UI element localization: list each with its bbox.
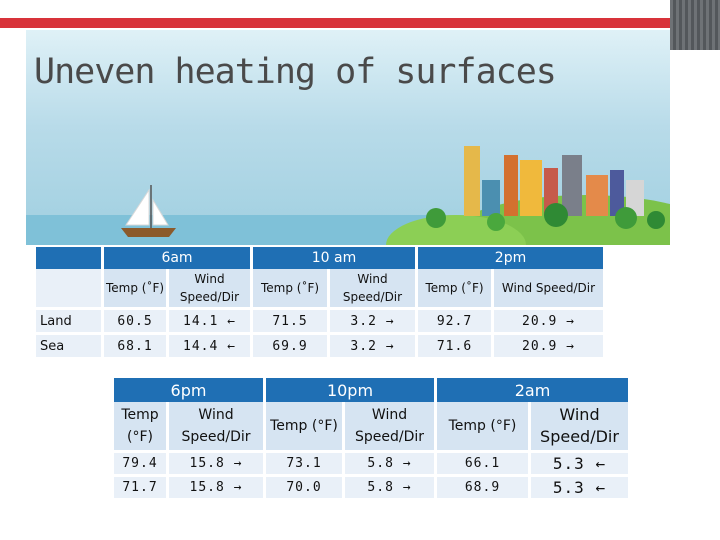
time-header-6am: 6am [104,247,253,269]
table-row-land: Land 60.5 14.1 ← 71.5 3.2 → 92.7 20.9 → [36,310,606,335]
table-cell: 68.9 [437,477,531,501]
city-skyline-icon [464,146,644,216]
subheader-wind: Wind Speed/Dir [345,402,437,453]
subheader-temp: Temp (˚F) [253,269,330,310]
time-header-2pm: 2pm [418,247,606,269]
evening-night-table: 6pm 10pm 2am Temp (°F) Wind Speed/Dir Te… [114,378,631,501]
table-cell: 15.8 → [169,477,266,501]
subheader-wind: Wind Speed/Dir [330,269,418,310]
subheader-temp: Temp (˚F) [104,269,169,310]
table-cell: 14.1 ← [169,310,253,335]
table-cell: 5.3 ← [531,477,631,501]
table-cell: 71.5 [253,310,330,335]
top-frame [0,0,720,18]
subheader-temp: Temp (˚F) [418,269,494,310]
subheader-empty-cell [36,269,104,310]
table-cell: 79.4 [114,453,169,477]
subheader-row: Temp (˚F) Wind Speed/Dir Temp (˚F) Wind … [36,269,606,310]
table-cell: 5.8 → [345,477,437,501]
tree-icon [426,203,665,231]
header-empty-cell [36,247,104,269]
subheader-wind: Wind Speed/Dir [169,269,253,310]
row-label-sea: Sea [36,335,104,360]
table-cell: 20.9 → [494,335,606,360]
table-cell: 66.1 [437,453,531,477]
coast-illustration [26,30,720,285]
subheader-wind: Wind Speed/Dir [169,402,266,453]
table-cell: 5.3 ← [531,453,631,477]
corner-decoration [670,0,720,50]
table-cell: 14.4 ← [169,335,253,360]
table-cell: 60.5 [104,310,169,335]
subheader-wind: Wind Speed/Dir [531,402,631,453]
table-cell: 5.8 → [345,453,437,477]
table-row: 71.7 15.8 → 70.0 5.8 → 68.9 5.3 ← [114,477,631,501]
table-cell: 69.9 [253,335,330,360]
table-cell: 71.7 [114,477,169,501]
accent-bar [0,18,720,28]
table-row-sea: Sea 68.1 14.4 ← 69.9 3.2 → 71.6 20.9 → [36,335,606,360]
time-header-2am: 2am [437,378,631,402]
table-cell: 15.8 → [169,453,266,477]
time-header-row: 6pm 10pm 2am [114,378,631,402]
time-header-10am: 10 am [253,247,418,269]
subheader-wind: Wind Speed/Dir [494,269,606,310]
table-cell: 70.0 [266,477,345,501]
row-label-land: Land [36,310,104,335]
table-cell: 3.2 → [330,335,418,360]
subheader-row: Temp (°F) Wind Speed/Dir Temp (°F) Wind … [114,402,631,453]
subheader-temp: Temp (°F) [114,402,169,453]
table-row: 79.4 15.8 → 73.1 5.8 → 66.1 5.3 ← [114,453,631,477]
table-cell: 3.2 → [330,310,418,335]
subheader-temp: Temp (°F) [437,402,531,453]
table-cell: 73.1 [266,453,345,477]
table-cell: 20.9 → [494,310,606,335]
table-cell: 68.1 [104,335,169,360]
table-cell: 92.7 [418,310,494,335]
morning-afternoon-table: 6am 10 am 2pm Temp (˚F) Wind Speed/Dir T… [36,247,606,360]
subheader-temp: Temp (°F) [266,402,345,453]
time-header-10pm: 10pm [266,378,437,402]
time-header-row: 6am 10 am 2pm [36,247,606,269]
time-header-6pm: 6pm [114,378,266,402]
sailboat-icon [121,185,176,237]
table-cell: 71.6 [418,335,494,360]
scene-svg [26,146,720,285]
slide-title: Uneven heating of surfaces [34,52,557,92]
